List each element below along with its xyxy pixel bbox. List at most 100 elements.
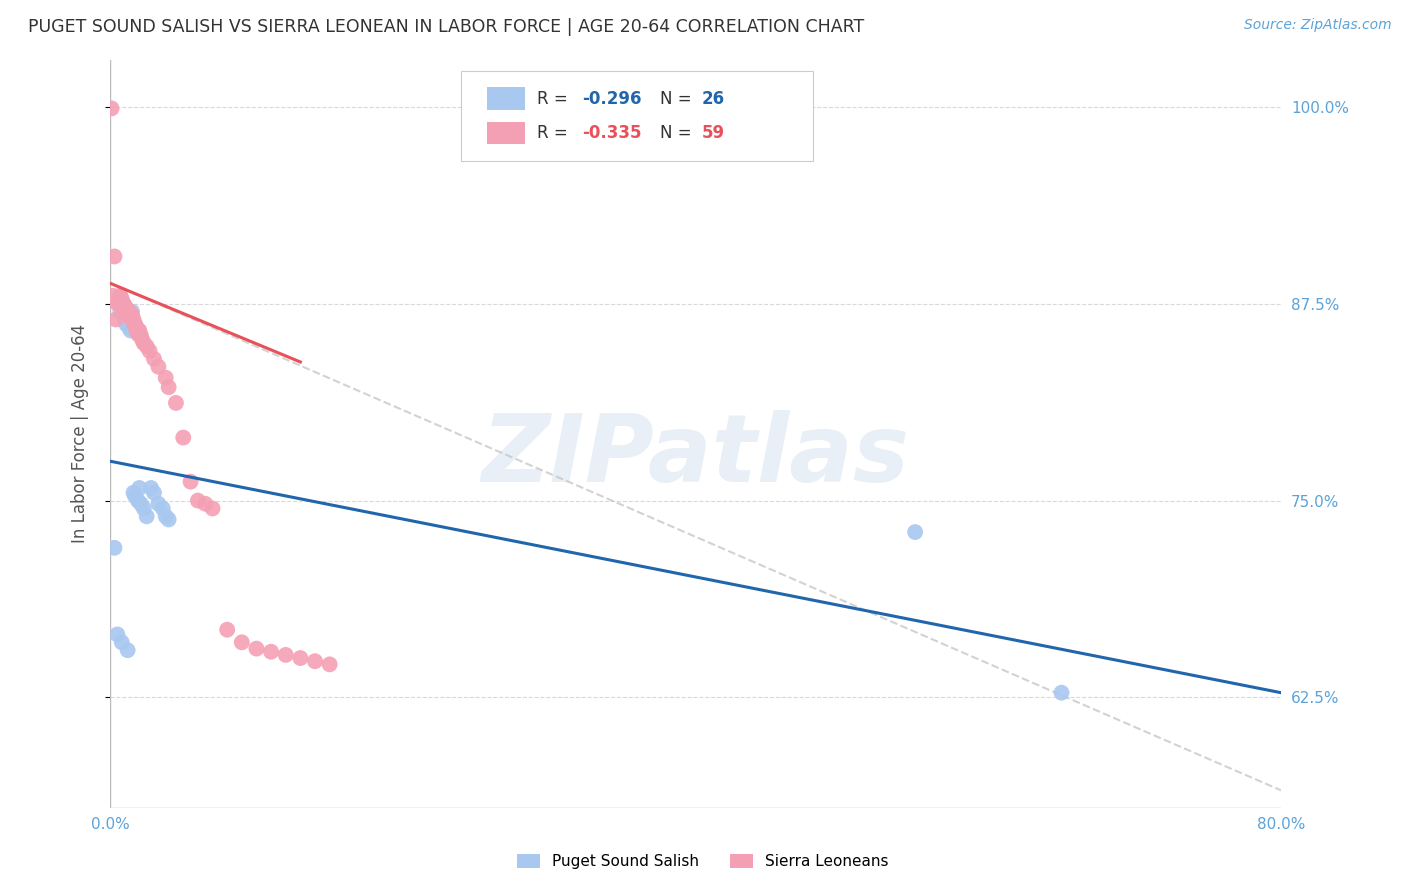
Point [245, 641, 267, 656]
Point [155, 509, 177, 524]
Point [201, 501, 224, 516]
Point [135, 509, 157, 524]
Point [115, 301, 138, 316]
Point [120, 308, 142, 322]
Point [115, 317, 138, 331]
Text: R =: R = [537, 89, 574, 108]
Point [152, 501, 174, 516]
Text: ZIPatlas: ZIPatlas [481, 410, 910, 502]
Point [127, 493, 149, 508]
Point [108, 296, 131, 310]
Point [118, 320, 141, 334]
Legend: Puget Sound Salish, Sierra Leoneans: Puget Sound Salish, Sierra Leoneans [512, 848, 894, 875]
Point [148, 359, 170, 374]
Point [118, 304, 141, 318]
Point [110, 289, 132, 303]
Text: R =: R = [537, 124, 574, 142]
FancyBboxPatch shape [486, 121, 524, 145]
Point [100, 102, 122, 116]
Point [128, 323, 150, 337]
Point [125, 323, 148, 337]
Point [904, 524, 927, 539]
Point [122, 312, 145, 326]
Point [131, 333, 153, 347]
Point [114, 301, 136, 316]
Point [148, 497, 170, 511]
Point [124, 317, 146, 331]
Point [115, 304, 138, 318]
Point [157, 512, 180, 526]
Point [112, 296, 135, 310]
Point [105, 627, 128, 641]
Text: Source: ZipAtlas.com: Source: ZipAtlas.com [1244, 18, 1392, 32]
Point [110, 304, 132, 318]
Point [274, 648, 297, 662]
Point [110, 289, 132, 303]
Point [120, 310, 142, 325]
Point [101, 289, 124, 303]
Text: N =: N = [661, 89, 697, 108]
FancyBboxPatch shape [486, 87, 524, 110]
Y-axis label: In Labor Force | Age 20-64: In Labor Force | Age 20-64 [72, 324, 89, 543]
Point [121, 308, 143, 322]
Point [128, 328, 150, 343]
Point [117, 643, 139, 657]
Point [111, 635, 134, 649]
Point [139, 481, 162, 495]
Point [103, 541, 125, 555]
Point [165, 396, 187, 410]
Point [138, 343, 160, 358]
Point [112, 296, 135, 310]
Point [143, 485, 166, 500]
Point [105, 296, 128, 310]
Text: 26: 26 [702, 89, 724, 108]
Point [180, 475, 202, 489]
Point [114, 298, 136, 312]
Point [304, 654, 326, 668]
Point [132, 336, 155, 351]
Point [117, 306, 139, 320]
Point [172, 431, 194, 445]
Point [135, 339, 157, 353]
Point [129, 497, 152, 511]
Point [318, 657, 340, 672]
Point [114, 301, 136, 316]
Text: 59: 59 [702, 124, 724, 142]
Point [103, 250, 125, 264]
Text: -0.296: -0.296 [582, 89, 641, 108]
Point [290, 651, 312, 665]
Point [217, 623, 239, 637]
Point [1050, 686, 1073, 700]
Point [122, 485, 145, 500]
Point [127, 323, 149, 337]
Point [194, 497, 217, 511]
Point [122, 316, 145, 330]
Text: -0.335: -0.335 [582, 124, 641, 142]
Point [231, 635, 253, 649]
Text: N =: N = [661, 124, 697, 142]
Point [124, 317, 146, 331]
Point [260, 645, 283, 659]
Point [128, 481, 150, 495]
Point [120, 323, 142, 337]
Point [129, 328, 152, 343]
Point [121, 304, 143, 318]
Point [104, 312, 127, 326]
Point [157, 380, 180, 394]
Point [143, 351, 166, 366]
Point [127, 326, 149, 341]
Point [132, 501, 155, 516]
Point [108, 295, 131, 310]
Point [121, 310, 143, 325]
Point [187, 493, 209, 508]
Point [155, 370, 177, 384]
Point [111, 292, 134, 306]
Text: PUGET SOUND SALISH VS SIERRA LEONEAN IN LABOR FORCE | AGE 20-64 CORRELATION CHAR: PUGET SOUND SALISH VS SIERRA LEONEAN IN … [28, 18, 865, 36]
Point [118, 308, 141, 322]
Point [111, 295, 134, 310]
Point [117, 303, 139, 318]
Point [112, 308, 135, 322]
Point [114, 312, 136, 326]
Point [125, 320, 148, 334]
Point [124, 489, 146, 503]
